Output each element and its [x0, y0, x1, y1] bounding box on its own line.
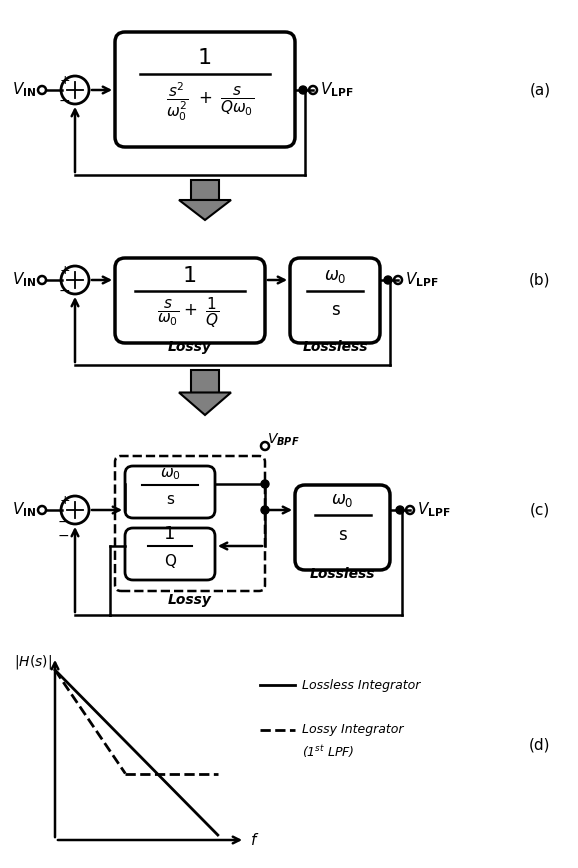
Text: +: + [183, 301, 197, 319]
Text: $|H(s)|$: $|H(s)|$ [14, 653, 52, 671]
Text: Lossless: Lossless [302, 340, 368, 354]
Text: $\dfrac{1}{Q}$: $\dfrac{1}{Q}$ [205, 296, 219, 331]
Text: s: s [331, 301, 339, 319]
Polygon shape [179, 200, 231, 220]
Circle shape [299, 86, 307, 94]
Circle shape [396, 506, 404, 514]
FancyBboxPatch shape [115, 258, 265, 343]
Text: Lossy: Lossy [168, 593, 212, 607]
Text: (b): (b) [529, 273, 551, 287]
Polygon shape [191, 180, 219, 200]
Text: Lossless Integrator: Lossless Integrator [302, 679, 420, 692]
Text: $\omega_0$: $\omega_0$ [324, 267, 346, 285]
FancyBboxPatch shape [125, 466, 215, 518]
Text: $-$: $-$ [58, 93, 70, 107]
Polygon shape [179, 392, 231, 415]
Text: $-$: $-$ [57, 514, 69, 528]
Text: (a): (a) [529, 82, 551, 97]
Text: +: + [198, 89, 212, 107]
Text: s: s [338, 526, 347, 544]
FancyBboxPatch shape [290, 258, 380, 343]
Circle shape [384, 276, 392, 284]
Text: $\mathit{V}_{\mathregular{IN}}$: $\mathit{V}_{\mathregular{IN}}$ [12, 81, 36, 99]
Circle shape [261, 506, 269, 514]
Text: 1: 1 [183, 266, 197, 286]
Text: $\omega_0$: $\omega_0$ [331, 491, 354, 509]
Text: s: s [166, 492, 174, 508]
Text: $-$: $-$ [58, 283, 70, 297]
Text: (1$^{\mathregular{st}}$ $\mathit{LPF}$): (1$^{\mathregular{st}}$ $\mathit{LPF}$) [302, 744, 354, 760]
Text: Lossy: Lossy [168, 340, 212, 354]
Text: +: + [60, 495, 71, 508]
Text: Lossy Integrator: Lossy Integrator [302, 724, 403, 737]
FancyBboxPatch shape [295, 485, 390, 570]
Text: $\mathit{V}_{\mathregular{IN}}$: $\mathit{V}_{\mathregular{IN}}$ [12, 501, 36, 519]
Text: (c): (c) [530, 503, 550, 517]
Text: $\omega_0$: $\omega_0$ [160, 466, 180, 482]
Text: Q: Q [164, 555, 176, 569]
FancyBboxPatch shape [115, 456, 265, 591]
Text: $\dfrac{s}{\omega_0}$: $\dfrac{s}{\omega_0}$ [157, 299, 179, 328]
FancyBboxPatch shape [115, 32, 295, 147]
Text: $\mathit{V}_{\mathregular{IN}}$: $\mathit{V}_{\mathregular{IN}}$ [12, 271, 36, 289]
Circle shape [261, 480, 269, 488]
Text: $\dfrac{s^2}{\omega_0^2}$: $\dfrac{s^2}{\omega_0^2}$ [166, 81, 188, 123]
Polygon shape [191, 370, 219, 392]
FancyBboxPatch shape [125, 528, 215, 580]
Text: Lossless: Lossless [310, 567, 375, 581]
Text: $\mathit{V}_{\mathregular{LPF}}$: $\mathit{V}_{\mathregular{LPF}}$ [320, 81, 353, 99]
Text: $\mathit{V}_{\mathregular{LPF}}$: $\mathit{V}_{\mathregular{LPF}}$ [405, 271, 439, 289]
Text: +: + [60, 75, 71, 88]
Text: 1: 1 [198, 48, 212, 68]
Text: +: + [60, 265, 71, 278]
Text: (d): (d) [529, 738, 551, 753]
Text: $\mathit{V}_{\mathregular{BPF}}$: $\mathit{V}_{\mathregular{BPF}}$ [267, 431, 299, 448]
Text: $\mathit{V}_{\mathregular{LPF}}$: $\mathit{V}_{\mathregular{LPF}}$ [417, 501, 450, 519]
Text: 1: 1 [164, 525, 176, 543]
Text: $\mathit{f}$: $\mathit{f}$ [250, 832, 260, 848]
Text: $\dfrac{s}{Q\omega_0}$: $\dfrac{s}{Q\omega_0}$ [220, 86, 254, 118]
Text: $-$: $-$ [57, 528, 69, 542]
